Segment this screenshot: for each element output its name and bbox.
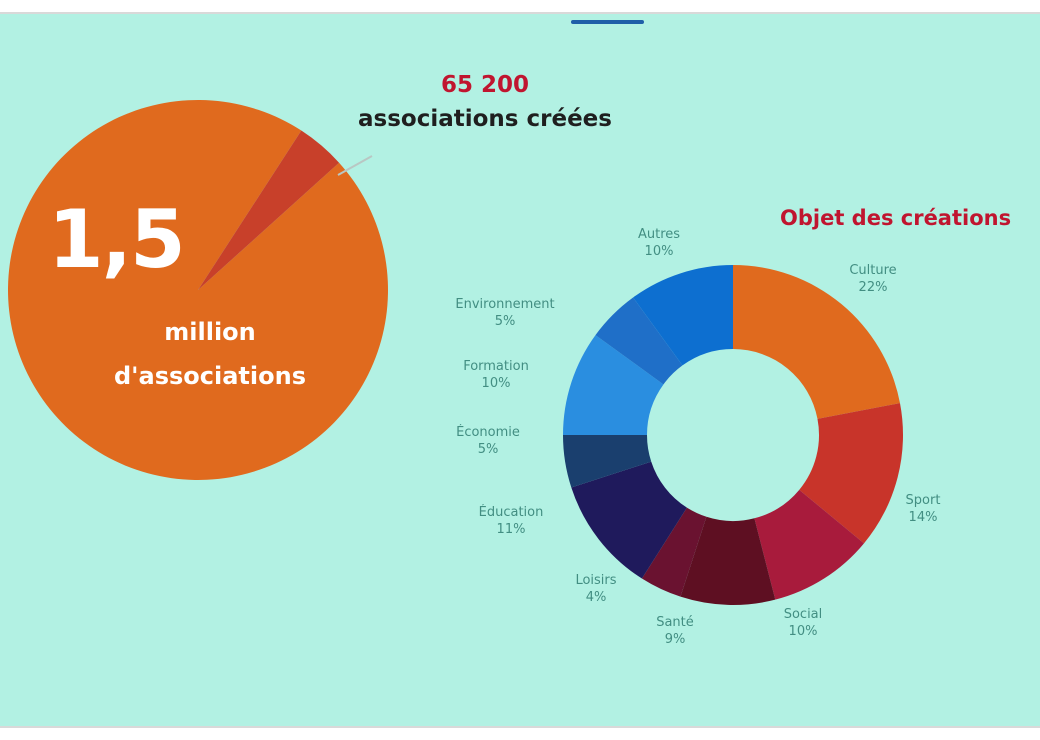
- donut-label-loisirs: Loisirs 4%: [575, 573, 617, 605]
- total-label-line1: million: [164, 318, 256, 346]
- donut-label-education: Éducation 11%: [478, 505, 544, 537]
- created-callout-line: [337, 155, 373, 176]
- top-divider: [0, 12, 1040, 14]
- donut-slice-autres: [633, 265, 733, 366]
- pie-slice-created: [198, 130, 340, 290]
- creations-donut-chart: [563, 265, 903, 605]
- donut-label-social: Social 10%: [783, 607, 823, 639]
- donut-label-sport: Sport 14%: [905, 493, 941, 525]
- created-label: associations créées: [358, 106, 612, 132]
- bottom-divider: [0, 726, 1040, 728]
- donut-title: Objet des créations: [780, 206, 1012, 230]
- total-number: 1,5: [48, 193, 186, 286]
- donut-slice-culture: [733, 265, 900, 419]
- created-count: 65 200: [440, 72, 530, 98]
- donut-slice-loisirs: [641, 507, 707, 597]
- active-tab-indicator[interactable]: [571, 20, 644, 24]
- total-label-line2: d'associations: [114, 362, 306, 390]
- donut-label-autres: Autres 10%: [637, 227, 681, 259]
- donut-slice-social: [754, 489, 864, 600]
- donut-slice-education: [571, 461, 687, 579]
- donut-slice-sport: [799, 403, 903, 544]
- donut-label-environnement: Environnement 5%: [455, 297, 555, 329]
- pie-slice-total: [8, 100, 388, 481]
- donut-slice-sante: [680, 516, 776, 605]
- donut-label-formation: Formation 10%: [463, 359, 529, 391]
- donut-label-sante: Santé 9%: [656, 615, 694, 647]
- donut-label-economie: Économie 5%: [456, 425, 520, 457]
- donut-slice-environnement: [595, 297, 683, 385]
- donut-label-culture: Culture 22%: [849, 263, 897, 295]
- donut-slice-economie: [563, 435, 652, 488]
- total-associations-pie: [8, 100, 388, 481]
- donut-slice-formation: [563, 335, 664, 435]
